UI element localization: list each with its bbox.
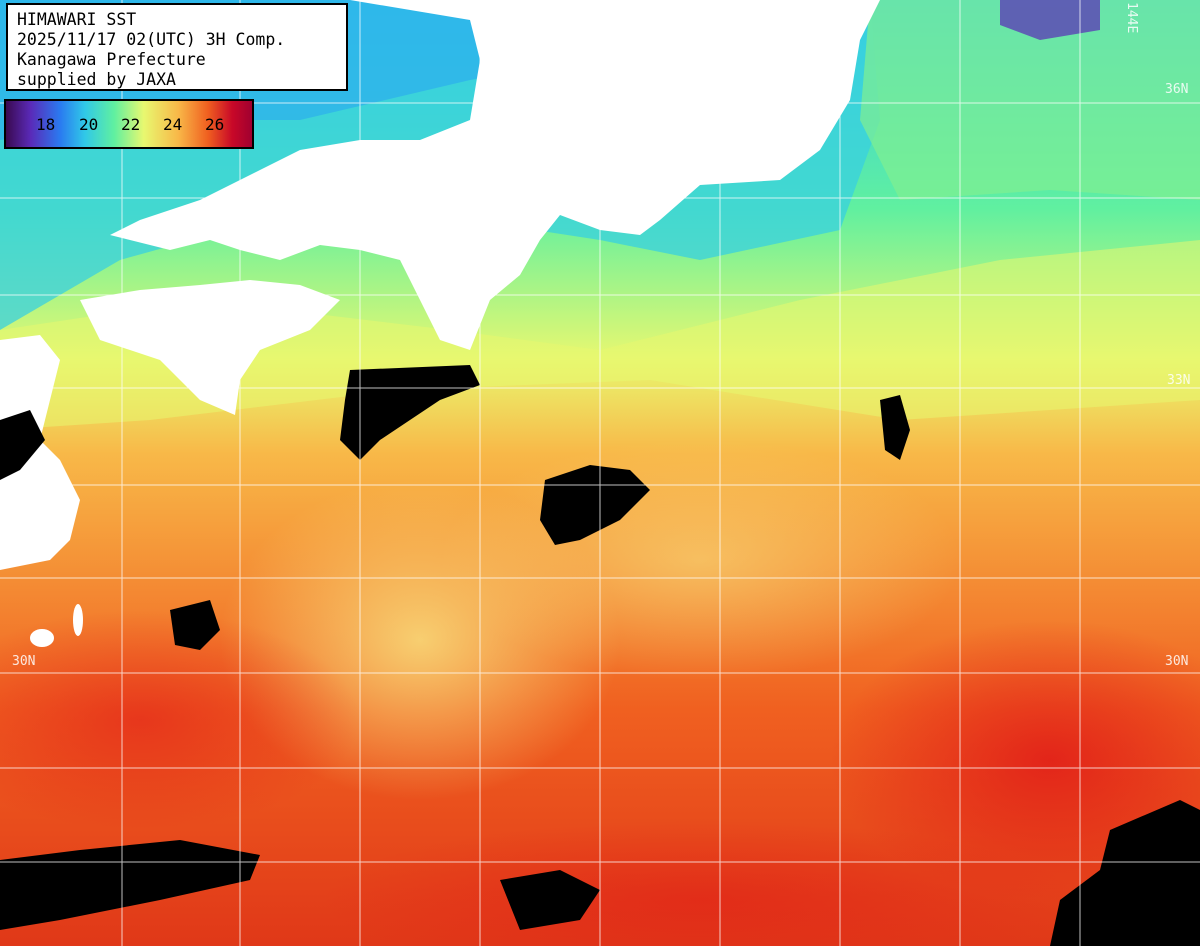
legend-tick-24: 24 (163, 115, 183, 134)
cloud-mask-1 (340, 365, 480, 460)
legend-tick-18: 18 (36, 115, 56, 134)
kyushu-land (0, 335, 80, 570)
lat-label-33-left: 33 (12, 373, 28, 388)
legend-tick-22: 22 (121, 115, 141, 134)
transition-water (0, 240, 1200, 430)
lat-label-36n: 36N (1165, 82, 1189, 97)
cold-patch-northeast (1000, 0, 1100, 40)
legend-tick-26: 26 (205, 115, 225, 134)
northern-land (560, 0, 860, 20)
honshu-land (110, 0, 880, 350)
cloud-mask-8 (500, 870, 600, 930)
cloud-mask-6 (880, 395, 910, 460)
cloud-mask-3 (170, 600, 220, 650)
title-line-4: supplied by JAXA (17, 70, 176, 89)
title-line-3: Kanagawa Prefecture (17, 50, 206, 69)
title-line-1: HIMAWARI SST (17, 10, 137, 29)
warm-plume-east (440, 440, 960, 680)
hot-water-south (320, 820, 1080, 946)
hot-water-southeast (830, 620, 1200, 900)
hot-water-southwest (0, 610, 360, 830)
lon-label-136e: 136E (484, 2, 499, 34)
mild-water-northeast (860, 0, 1200, 200)
cloud-mask-5 (1050, 800, 1200, 946)
lat-label-30n-left: 30N (12, 654, 36, 669)
title-line-2: 2025/11/17 02(UTC) 3H Comp. (17, 30, 286, 49)
lon-label-144e: 144E (1124, 2, 1139, 34)
cloud-mask-7 (0, 410, 45, 480)
tanegashima-island (30, 629, 54, 647)
legend-tick-20: 20 (79, 115, 99, 134)
shikoku-land (80, 280, 340, 415)
yakushima-island (73, 604, 83, 636)
lat-label-33n: 33N (1167, 373, 1191, 388)
title-box: HIMAWARI SST 2025/11/17 02(UTC) 3H Comp.… (6, 3, 348, 91)
color-legend: 18 20 22 24 26 (4, 99, 254, 149)
lat-label-30n-right: 30N (1165, 654, 1189, 669)
